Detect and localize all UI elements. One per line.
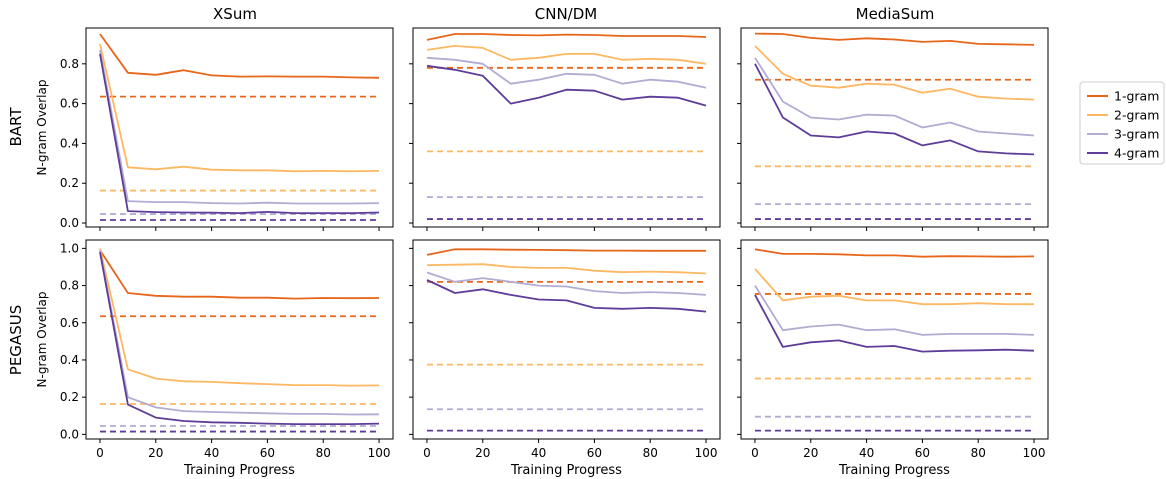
panel-bart-mediasum bbox=[737, 27, 1049, 231]
x-tick-label: 100 bbox=[368, 446, 391, 460]
row-label-pegasus: PEGASUS bbox=[7, 305, 25, 375]
series-line-3-gram bbox=[99, 49, 380, 205]
y-tick-label: 1.0 bbox=[60, 241, 79, 255]
series-line-1-gram bbox=[426, 248, 706, 256]
y-axis-label: N-gram Overlap bbox=[35, 292, 49, 388]
y-tick-label: 0.4 bbox=[60, 136, 79, 150]
series-line-4-gram bbox=[426, 279, 707, 313]
x-axis-label: Training Progress bbox=[838, 463, 950, 478]
series-line-4-gram bbox=[426, 64, 707, 107]
panel-pegasus-mediasum: 0 20 40 60 80 100 Training Progress bbox=[737, 239, 1049, 478]
x-tick-label: 20 bbox=[803, 446, 818, 460]
x-tick-label: 20 bbox=[148, 446, 163, 460]
x-tick-label: 60 bbox=[915, 446, 930, 460]
series-line-1-gram bbox=[426, 33, 707, 41]
x-tick-label: 100 bbox=[1023, 446, 1046, 460]
legend-label: 1-gram bbox=[1114, 89, 1159, 104]
row-label-bart: BART bbox=[7, 107, 25, 147]
x-axis-label: Training Progress bbox=[183, 463, 295, 478]
x-tick-label: 40 bbox=[531, 446, 546, 460]
x-axis-label: Training Progress bbox=[510, 463, 622, 478]
series-line-3-gram bbox=[426, 271, 707, 296]
x-tick-label: 60 bbox=[587, 446, 602, 460]
y-tick-label: 0.6 bbox=[60, 316, 79, 330]
x-tick-label: 0 bbox=[751, 446, 759, 460]
x-tick-label: 80 bbox=[316, 446, 331, 460]
legend-label: 2-gram bbox=[1114, 108, 1159, 123]
series-line-2-gram bbox=[426, 45, 707, 65]
x-tick-label: 100 bbox=[695, 446, 718, 460]
y-tick-label: 0.2 bbox=[60, 390, 79, 404]
x-tick-label: 80 bbox=[643, 446, 658, 460]
plot-frame bbox=[740, 27, 1049, 228]
series-line-2-gram bbox=[99, 248, 380, 387]
legend-label: 3-gram bbox=[1114, 127, 1159, 142]
series-line-4-gram bbox=[754, 294, 1035, 353]
panel-pegasus-xsum: 0.0 0.2 0.4 0.6 0.8 1.0 0 20 40 60 80 100 Training P… bbox=[35, 239, 394, 478]
series-line-3-gram bbox=[754, 57, 1035, 137]
plot-frame bbox=[85, 239, 394, 440]
y-tick-label: 0.8 bbox=[60, 279, 79, 293]
series-line-4-gram bbox=[99, 251, 380, 426]
y-tick-label: 0.8 bbox=[60, 57, 79, 71]
x-tick-label: 80 bbox=[971, 446, 986, 460]
plot-frame bbox=[412, 239, 721, 440]
panels: 0.00.20.40.60.8N-gram Overlap0.00.20.40.… bbox=[35, 27, 1049, 478]
column-title-mediasum: MediaSum bbox=[856, 5, 935, 23]
series-line-4-gram bbox=[99, 53, 380, 215]
legend-frame bbox=[1079, 81, 1165, 165]
series-line-4-gram bbox=[754, 63, 1035, 156]
panel-pegasus-cnn-dm: 0 20 40 60 80 100 Training Progress bbox=[409, 239, 721, 478]
legend-item-4-gram: 4-gram bbox=[1087, 146, 1159, 161]
y-tick-label: 0.6 bbox=[60, 97, 79, 111]
x-tick-label: 0 bbox=[423, 446, 431, 460]
series-line-2-gram bbox=[754, 268, 1034, 306]
series-line-1-gram bbox=[754, 248, 1035, 258]
series-line-2-gram bbox=[99, 43, 380, 173]
series-line-1-gram bbox=[754, 32, 1035, 46]
plot-frame bbox=[85, 27, 394, 228]
legend-item-1-gram: 1-gram bbox=[1087, 89, 1159, 104]
x-tick-label: 60 bbox=[260, 446, 275, 460]
legend-item-2-gram: 2-gram bbox=[1087, 108, 1159, 123]
series-line-3-gram bbox=[99, 250, 380, 416]
column-title-cnndm: CNN/DM bbox=[535, 5, 597, 23]
x-tick-label: 40 bbox=[204, 446, 219, 460]
series-line-1-gram bbox=[99, 33, 380, 79]
x-tick-label: 20 bbox=[475, 446, 490, 460]
panel-bart-xsum: 0.0 0.2 0.4 0.6 0.8 N-gram Overlap bbox=[35, 27, 394, 231]
y-tick-label: 0.2 bbox=[60, 176, 79, 190]
series-line-3-gram bbox=[426, 56, 707, 89]
legend-label: 4-gram bbox=[1114, 146, 1159, 161]
legend-item-3-gram: 3-gram bbox=[1087, 127, 1159, 142]
panel-bart-cnn-dm bbox=[409, 27, 721, 231]
column-title-xsum: XSum bbox=[213, 5, 257, 23]
legend: 1-gram 2-gram 3-gram 4-gram bbox=[1079, 81, 1165, 165]
x-tick-label: 0 bbox=[96, 446, 104, 460]
y-tick-label: 0.4 bbox=[60, 353, 79, 367]
plot-frame bbox=[412, 27, 721, 228]
x-tick-label: 40 bbox=[859, 446, 874, 460]
y-tick-label: 0.0 bbox=[60, 427, 79, 441]
y-axis-label: N-gram Overlap bbox=[35, 80, 49, 176]
series-line-2-gram bbox=[426, 263, 707, 275]
y-tick-label: 0.0 bbox=[60, 216, 79, 230]
series-line-3-gram bbox=[754, 285, 1035, 336]
series-line-2-gram bbox=[754, 45, 1035, 101]
plot-frame bbox=[740, 239, 1049, 440]
series-line-1-gram bbox=[99, 249, 380, 300]
